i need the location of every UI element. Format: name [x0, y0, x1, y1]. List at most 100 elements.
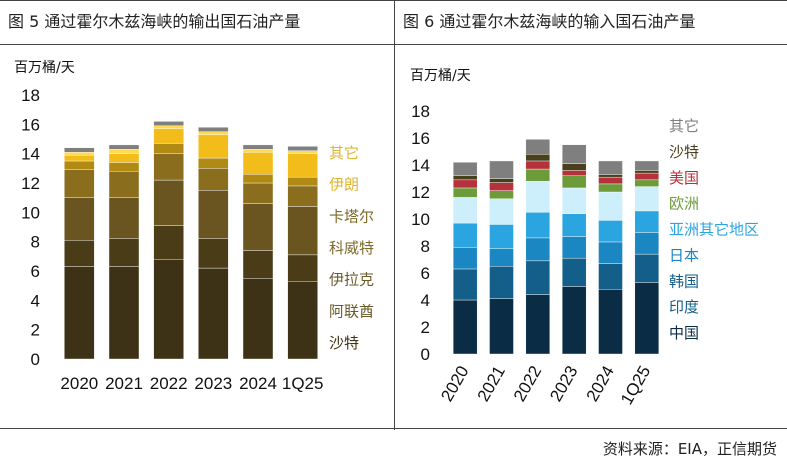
right-bar-segment: [525, 212, 551, 239]
left-bar-segment: [242, 173, 274, 184]
left-y-tick-label: 8: [31, 233, 40, 252]
left-bar-segment: [153, 121, 184, 127]
right-legend-label: 欧洲: [669, 195, 699, 213]
left-bar-segment: [108, 144, 140, 150]
left-bar-segment: [287, 153, 318, 178]
left-bar-segment: [153, 225, 184, 260]
right-legend-label: 美国: [669, 169, 699, 187]
left-bar-segment: [242, 250, 274, 279]
left-x-tick-label: 2021: [105, 374, 143, 393]
right-bar-segment: [452, 247, 478, 270]
right-bar-segment: [452, 299, 478, 355]
left-bar-segment: [242, 151, 274, 175]
right-bar-segment: [634, 186, 660, 212]
left-x-tick-label: 2020: [60, 374, 98, 393]
right-x-tick-label: 2024: [583, 363, 618, 405]
right-bar-segment: [634, 170, 660, 174]
title-divider: [0, 44, 787, 45]
right-legend-label: 其它: [669, 117, 699, 135]
right-y-tick-label: 8: [421, 237, 430, 256]
right-bar-segment: [598, 263, 623, 290]
right-bar-segment: [452, 175, 478, 181]
left-y-tick-label: 6: [31, 262, 40, 281]
right-bar-segment: [525, 153, 551, 162]
bottom-divider: [0, 428, 787, 429]
left-bar-segment: [108, 153, 140, 163]
right-legend-label: 韩国: [669, 272, 699, 290]
right-legend-label: 中国: [669, 324, 699, 342]
left-legend-label: 伊拉克: [329, 271, 374, 289]
right-bar-segment: [452, 179, 478, 189]
left-bar-segment: [153, 128, 184, 144]
right-legend-label: 沙特: [669, 143, 699, 161]
left-bar-segment: [64, 151, 95, 156]
right-bar-segment: [598, 191, 623, 221]
left-bar-segment: [108, 171, 140, 198]
right-bar-segment: [634, 210, 660, 233]
source-note: 资料来源：EIA，正信期货: [602, 440, 777, 458]
left-y-tick-label: 14: [21, 145, 40, 164]
right-bar-segment: [452, 162, 478, 177]
right-y-tick-label: 16: [411, 129, 430, 148]
left-x-tick-label: 2023: [194, 374, 232, 393]
right-x-tick-label: 2020: [437, 363, 472, 405]
right-bar-segment: [489, 298, 514, 355]
left-legend-label: 其它: [329, 144, 359, 162]
left-bar-segment: [64, 239, 95, 267]
left-y-tick-label: 12: [21, 174, 40, 193]
right-bar-segment: [489, 160, 514, 179]
right-bar-segment: [634, 253, 660, 283]
right-legend-label: 日本: [669, 246, 699, 264]
right-bar-segment: [634, 160, 660, 171]
right-y-tick-label: 14: [411, 156, 430, 175]
left-bar-segment: [242, 278, 274, 360]
left-y-tick-label: 4: [31, 291, 40, 310]
right-bar-segment: [561, 236, 587, 259]
right-bar-segment: [561, 286, 587, 355]
right-bar-segment: [489, 190, 514, 199]
left-bar-segment: [242, 203, 274, 251]
right-y-tick-label: 4: [421, 291, 430, 310]
right-bar-segment: [489, 178, 514, 183]
right-x-tick-label: 2021: [474, 363, 509, 405]
right-bar-segment: [452, 268, 478, 301]
left-bar-segment: [153, 143, 184, 154]
left-bar-segment: [153, 179, 184, 226]
right-legend-label: 印度: [669, 298, 699, 316]
right-bar-segment: [525, 294, 551, 355]
right-legend-label: 亚洲其它地区: [669, 221, 759, 239]
left-bar-segment: [64, 266, 95, 360]
left-x-tick-label: 2022: [150, 374, 188, 393]
left-legend-label: 伊朗: [329, 176, 359, 194]
left-bar-segment: [153, 125, 184, 129]
top-border: [0, 0, 787, 1]
right-bar-segment: [561, 144, 587, 164]
right-bar-segment: [452, 197, 478, 224]
left-bar-segment: [64, 169, 95, 198]
right-bar-segment: [525, 180, 551, 213]
right-y-tick-label: 12: [411, 183, 430, 202]
right-y-tick-label: 6: [421, 264, 430, 283]
left-bar-segment: [198, 190, 229, 239]
left-bar-segment: [287, 254, 318, 282]
panel-divider: [394, 0, 395, 430]
right-bar-segment: [634, 179, 660, 187]
right-bar-segment: [525, 160, 551, 170]
left-bar-segment: [287, 206, 318, 256]
right-bar-segment: [489, 198, 514, 225]
right-bar-segment: [489, 182, 514, 191]
left-bar-segment: [198, 127, 229, 132]
right-x-tick-label: 2023: [546, 363, 581, 405]
right-y-tick-label: 10: [411, 210, 430, 229]
right-bar-segment: [452, 222, 478, 248]
left-legend-label: 卡塔尔: [329, 207, 374, 225]
left-bar-segment: [287, 176, 318, 187]
left-bar-segment: [153, 259, 184, 360]
right-bar-segment: [598, 241, 623, 264]
right-bar-segment: [561, 170, 587, 176]
left-bar-segment: [108, 266, 140, 360]
right-bar-segment: [598, 183, 623, 193]
right-bar-segment: [561, 175, 587, 189]
